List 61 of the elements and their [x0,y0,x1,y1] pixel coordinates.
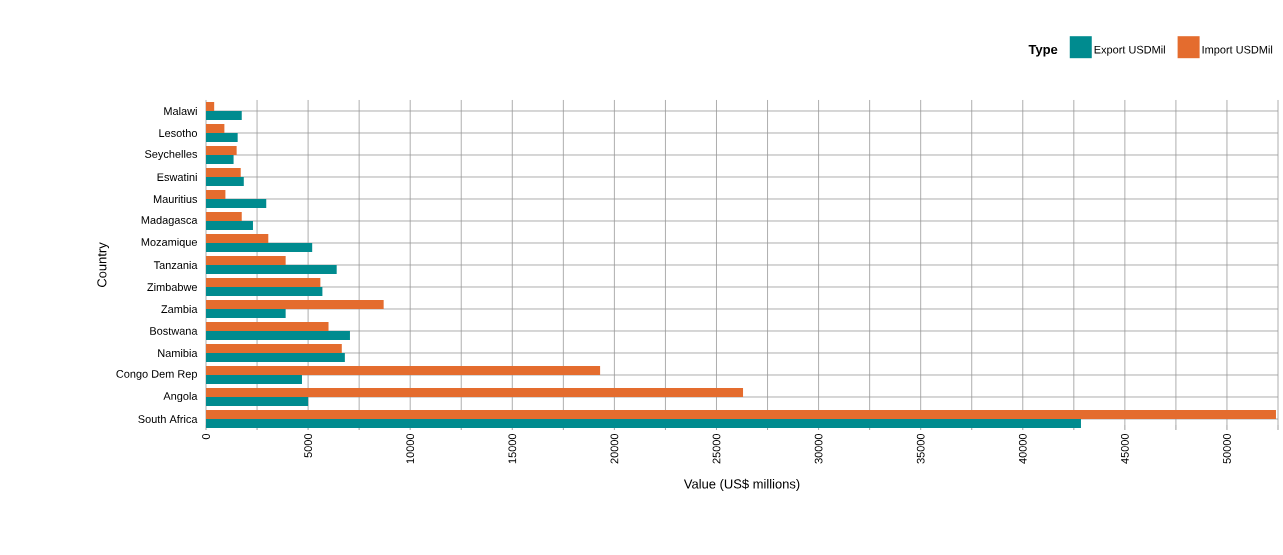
bar [206,321,329,331]
y-tick-label: Namibia [158,348,198,358]
legend-label: Export USDMil [1094,45,1165,56]
bar [206,387,744,397]
bar [206,211,242,221]
y-tick-label: Eswatini [157,172,197,182]
legend-title: Type [1028,45,1058,57]
x-tick-label: 15000 [508,433,517,464]
x-tick-label: 45000 [1121,433,1129,464]
bar [206,220,253,230]
x-tick-label: 0 [202,433,210,440]
y-tick-label: Lesotho [159,128,198,138]
bar [206,286,323,296]
bar [206,233,269,243]
y-tick-label: Zimbabwe [147,282,197,292]
y-tick-label: Seychelles [144,149,198,161]
y-tick-label: Bostwana [150,327,198,335]
bar [206,101,215,111]
bar [206,189,226,199]
bar [206,409,1276,419]
y-tick-label: South Africa [138,414,198,424]
bar [206,343,342,353]
bar [206,255,286,265]
x-tick-label: 5000 [304,433,312,458]
bar [206,110,242,120]
y-tick-label: Zambia [161,304,198,314]
x-tick-label: 30000 [814,433,823,464]
x-tick-label: 10000 [406,433,415,464]
bar [206,396,309,406]
bar [206,365,601,375]
bar [206,352,345,362]
y-tick-label: Mozamique [141,237,197,249]
bar [206,330,350,340]
bar [206,308,286,318]
y-tick-label: Angola [163,391,198,403]
bar [206,299,384,309]
x-axis-title: Value (US$ millions) [683,478,800,492]
x-tick-label: 50000 [1223,433,1231,464]
bar [206,176,244,186]
bar [206,374,302,384]
legend-label: Import USDMil [1202,45,1273,56]
x-tick-label: 20000 [610,433,619,464]
y-tick-label: Mauritius [153,194,198,204]
bar [206,145,237,155]
x-tick-label: 25000 [712,433,721,464]
bar [206,418,1081,428]
y-axis-title: Country [97,242,110,288]
y-tick-label: Madagasca [141,215,198,227]
y-tick-label: Tanzania [153,260,198,270]
bar [206,132,238,142]
bar [206,123,225,133]
bar [206,198,267,208]
bar [206,277,321,287]
bar [206,242,313,252]
y-tick-label: Malawi [164,106,197,116]
bar [206,167,241,177]
x-tick-label: 35000 [916,433,925,464]
y-tick-label: Congo Dem Rep [116,370,197,380]
bar [206,154,234,164]
x-tick-label: 40000 [1018,433,1027,464]
bar [206,264,337,274]
